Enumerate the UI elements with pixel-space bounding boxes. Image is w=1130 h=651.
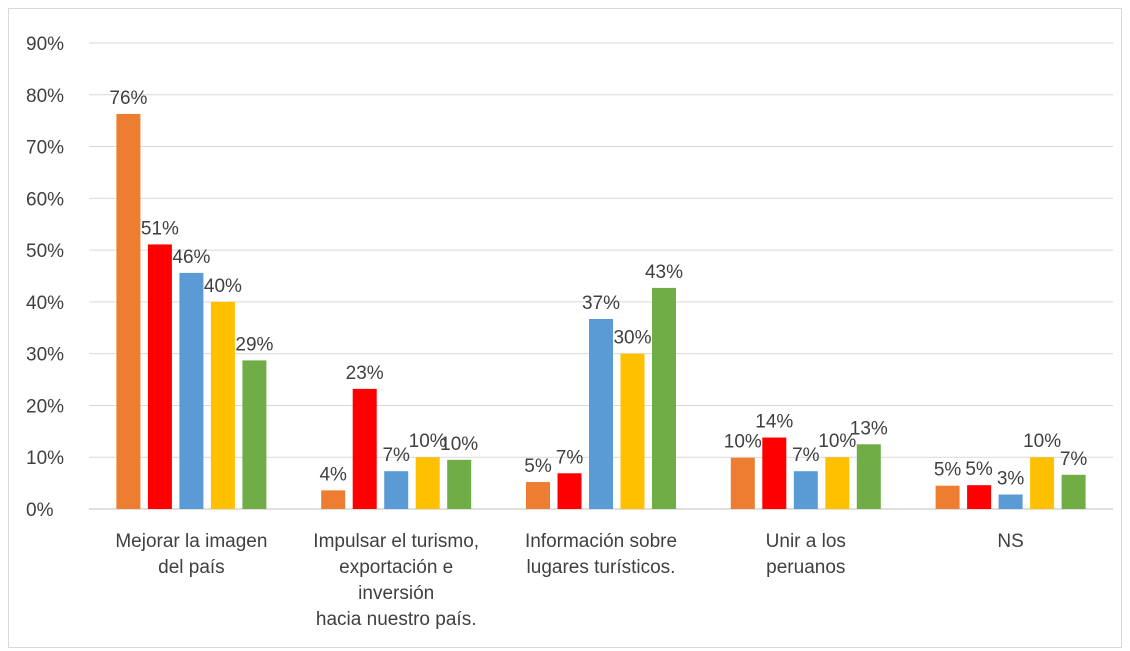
category-label-line: Mejorar la imagen: [115, 531, 267, 552]
y-tick-label: 60%: [26, 189, 64, 210]
data-label: 29%: [235, 334, 273, 355]
category-label-line: inversión: [358, 583, 434, 604]
bar: [179, 272, 204, 509]
category-label-line: Impulsar el turismo,: [313, 531, 479, 552]
data-label: 40%: [204, 276, 242, 297]
category-labels: Mejorar la imagen del país Impulsar el tur…: [115, 531, 1023, 630]
data-label: 3%: [997, 469, 1025, 490]
y-axis-tick-labels: 0% 10% 20% 30% 40% 50% 60% 70% 80% 90%: [26, 34, 64, 521]
bar: [793, 471, 818, 509]
bar: [652, 287, 676, 509]
y-tick-label: 90%: [26, 34, 64, 55]
bar: [210, 301, 235, 509]
category-label: Impulsar el turismo, exportación e inversi…: [313, 531, 479, 630]
data-label: 4%: [319, 464, 347, 485]
data-label: 10%: [409, 431, 447, 452]
data-label: 37%: [582, 293, 620, 314]
bar: [447, 459, 472, 509]
data-labels: 76%51%46%40%29%4%23%7%10%10%5% 7%37%30%43…: [109, 88, 1087, 490]
category-label-line: Información sobre: [525, 531, 677, 552]
data-label: 5%: [524, 456, 552, 477]
data-label: 5%: [965, 459, 993, 480]
y-tick-label: 10%: [26, 448, 64, 469]
data-label: 7%: [556, 447, 584, 468]
data-label: 5%: [934, 460, 962, 481]
data-label: 43%: [645, 262, 683, 283]
bar: [825, 457, 850, 509]
bar: [762, 437, 787, 509]
category-label-line: peruanos: [766, 557, 845, 578]
bar: [242, 360, 267, 509]
data-label: 10%: [440, 434, 478, 455]
bar: [856, 444, 881, 509]
data-label: 14%: [755, 412, 793, 433]
y-tick-label: 50%: [26, 241, 64, 262]
category-label-line: Unir a los: [766, 531, 846, 552]
bar: [589, 318, 613, 509]
y-tick-label: 0%: [26, 500, 54, 521]
bar: [557, 473, 582, 509]
data-label: 7%: [382, 445, 410, 466]
bar: [321, 490, 346, 509]
bar: [620, 353, 645, 509]
bar: [352, 388, 377, 509]
data-label: 10%: [1023, 431, 1061, 452]
bar: [415, 457, 440, 509]
category-label: NS: [997, 531, 1023, 552]
bar: [935, 485, 960, 509]
bars: [116, 113, 1086, 510]
bar: [116, 113, 141, 510]
bar: [147, 244, 172, 509]
data-label: 46%: [172, 247, 210, 268]
y-tick-label: 40%: [26, 293, 64, 314]
bar: [998, 494, 1023, 509]
data-label: 10%: [818, 431, 856, 452]
y-tick-label: 70%: [26, 138, 64, 159]
data-label: 23%: [346, 363, 384, 384]
category-label: Mejorar la imagen del país: [115, 531, 267, 578]
category-label: Información sobre lugares turísticos.: [525, 531, 677, 578]
y-tick-label: 20%: [26, 396, 64, 417]
category-label: Unir a los peruanos: [766, 531, 846, 578]
data-label: 7%: [1060, 449, 1088, 470]
category-label-line: del país: [158, 557, 225, 578]
bar: [1061, 474, 1086, 509]
y-tick-label: 80%: [26, 86, 64, 107]
data-label: 7%: [792, 445, 820, 466]
category-label-line: exportación e: [339, 557, 453, 578]
category-label-line: NS: [997, 531, 1023, 552]
bar: [967, 485, 992, 509]
bar: [730, 457, 755, 509]
category-label-line: lugares turísticos.: [527, 557, 676, 578]
data-label: 30%: [613, 328, 651, 349]
category-label-line: hacia nuestro país.: [316, 609, 477, 630]
data-label: 13%: [850, 418, 888, 439]
bar: [384, 471, 409, 509]
y-tick-label: 30%: [26, 345, 64, 366]
data-label: 10%: [724, 432, 762, 453]
bar: [1030, 457, 1055, 509]
data-label: 51%: [141, 218, 179, 239]
bar: [526, 482, 550, 509]
data-label: 76%: [109, 88, 147, 109]
